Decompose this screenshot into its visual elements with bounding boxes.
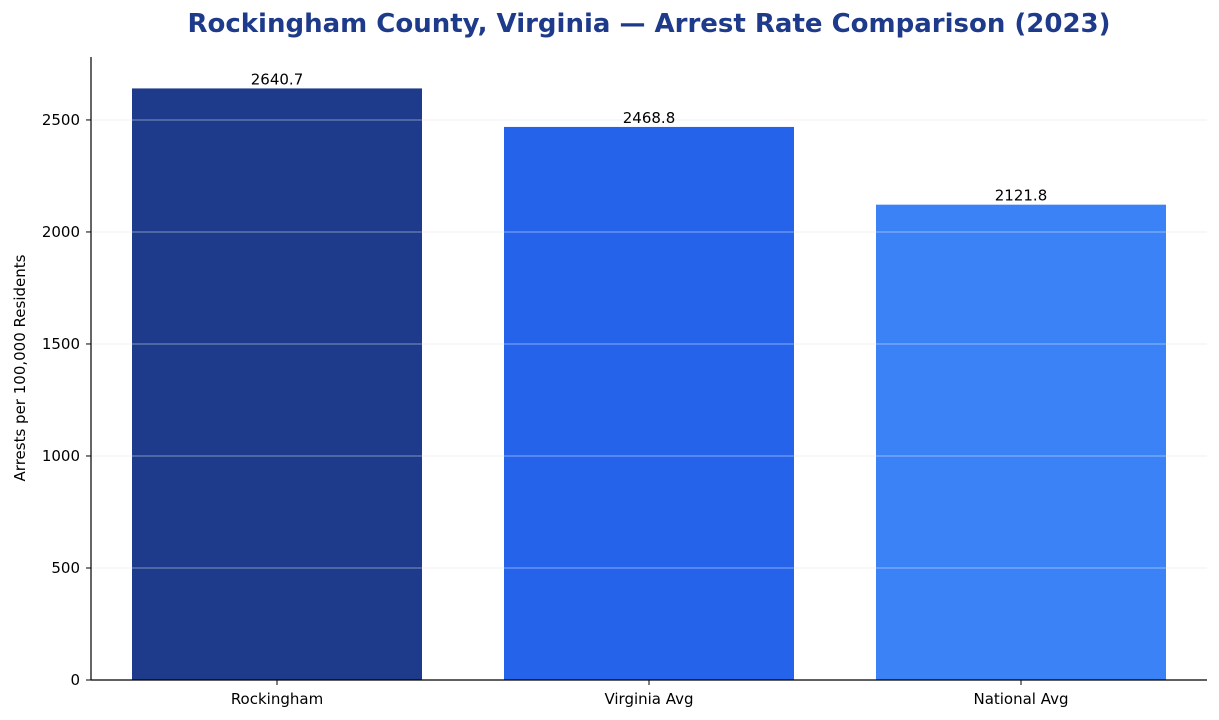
- x-tick-label: National Avg: [973, 690, 1068, 708]
- y-tick-label: 2000: [42, 223, 80, 241]
- bar-value-label: 2468.8: [623, 109, 676, 127]
- chart-title: Rockingham County, Virginia — Arrest Rat…: [187, 9, 1110, 39]
- gridlines-overlay: [91, 119, 1207, 569]
- y-tick-label: 2500: [42, 111, 80, 129]
- y-tick-label: 1000: [42, 447, 80, 465]
- y-tick-label: 1500: [42, 335, 80, 353]
- x-tick-label: Rockingham: [231, 690, 323, 708]
- axes: 0 500 1000 1500 2000 2500 Rockingham Virginia A…: [42, 57, 1207, 708]
- bar-virginia-avg: [504, 126, 794, 680]
- y-axis-label: Arrests per 100,000 Residents: [11, 254, 29, 481]
- value-labels: 2640.7 2468.8 2121.8: [251, 70, 1048, 204]
- bar-national-avg: [876, 204, 1166, 680]
- y-tick-label: 0: [70, 671, 80, 689]
- bar-rockingham: [132, 88, 422, 680]
- bar-value-label: 2121.8: [995, 187, 1048, 205]
- y-tick-label: 500: [51, 559, 80, 577]
- bar-value-label: 2640.7: [251, 70, 304, 88]
- bars: [132, 88, 1166, 680]
- x-tick-label: Virginia Avg: [604, 690, 693, 708]
